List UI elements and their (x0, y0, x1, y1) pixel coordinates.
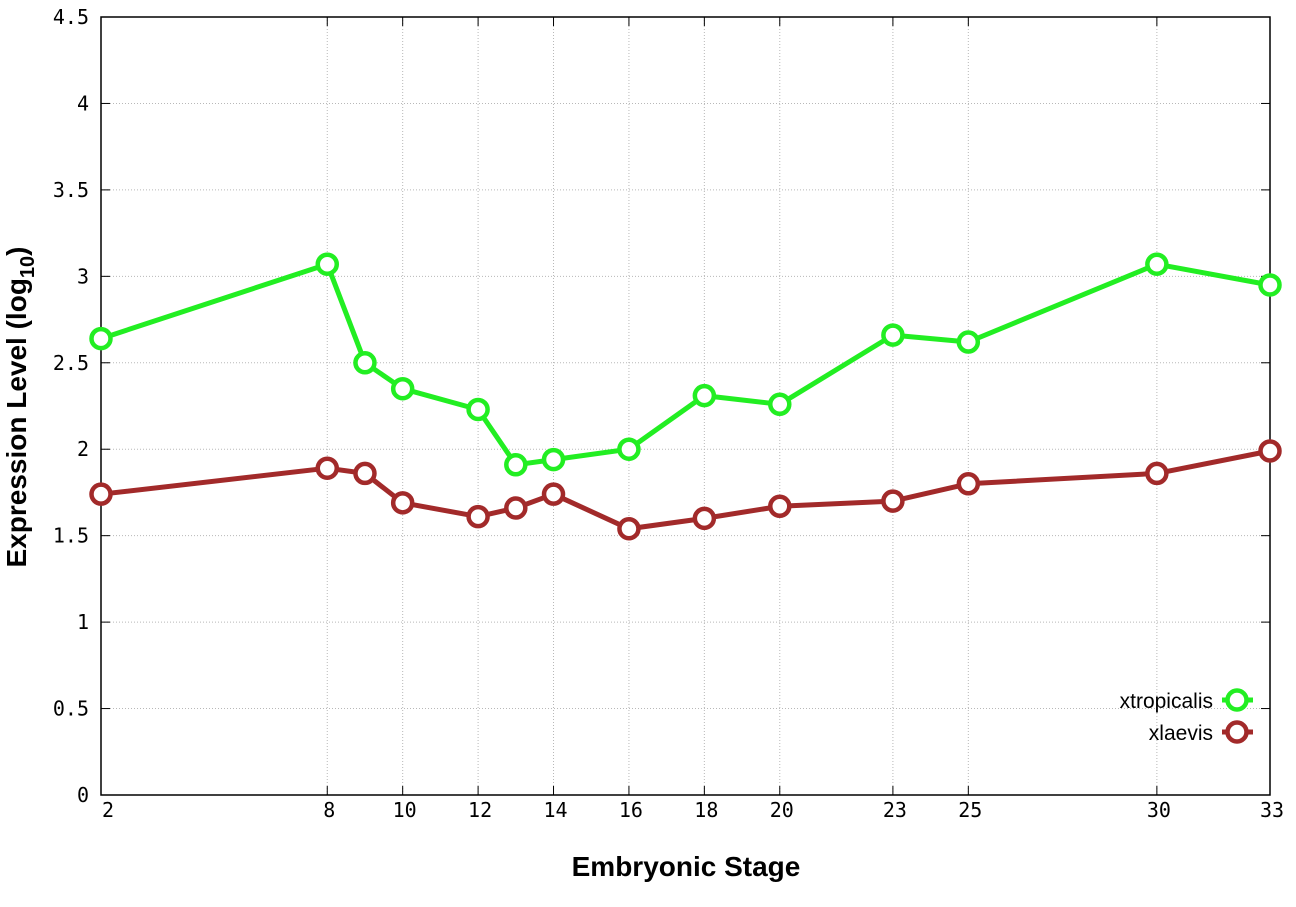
x-tick-label: 16 (619, 798, 643, 822)
data-point-xlaevis (353, 461, 377, 486)
data-point-xtropicalis (466, 397, 490, 422)
x-tick-label: 30 (1147, 798, 1171, 822)
data-point-xlaevis (1258, 439, 1282, 463)
data-point-xtropicalis (89, 326, 113, 351)
data-point-xtropicalis (692, 383, 717, 408)
data-point-xtropicalis (353, 351, 377, 375)
y-tick-label: 0 (77, 783, 89, 807)
y-axis-title-close: ) (1, 247, 32, 256)
data-point-xtropicalis (768, 392, 792, 417)
x-tick-label: 25 (958, 798, 982, 822)
legend: xtropicalis xlaevis (1120, 688, 1253, 745)
data-point-xtropicalis (504, 453, 528, 477)
x-tick-label: 10 (393, 798, 417, 822)
y-tick-label: 3 (77, 264, 89, 288)
data-point-xlaevis (881, 489, 905, 513)
x-tick-label: 33 (1260, 798, 1284, 822)
y-tick-label: 3.5 (53, 178, 89, 202)
x-tick-label: 2 (102, 798, 114, 822)
data-point-xlaevis (1145, 461, 1169, 486)
data-point-xlaevis (956, 472, 981, 496)
grid (101, 17, 1270, 795)
y-axis-title-main: Expression Level (log (1, 278, 32, 567)
data-point-xtropicalis (541, 447, 566, 472)
plot-frame (100, 16, 1271, 796)
data-point-xlaevis (541, 482, 566, 506)
x-axis-title: Embryonic Stage (572, 851, 801, 882)
data-point-xtropicalis (1258, 273, 1282, 297)
y-tick-label: 4.5 (53, 5, 89, 29)
series-group (89, 252, 1282, 541)
data-point-xlaevis (768, 494, 792, 519)
data-point-xlaevis (504, 496, 528, 520)
y-tick-label: 4 (77, 91, 89, 115)
data-point-xtropicalis (881, 323, 905, 347)
y-tick-label: 1.5 (53, 524, 89, 548)
y-axis-title: Expression Level (log10) (1, 247, 39, 568)
y-tick-label: 2.5 (53, 351, 89, 375)
x-tick-label: 8 (323, 798, 335, 822)
data-point-xtropicalis (617, 437, 641, 461)
x-tick-label: 18 (694, 798, 718, 822)
data-point-xlaevis (617, 517, 641, 541)
y-tick-label: 0.5 (53, 697, 89, 721)
data-point-xlaevis (390, 491, 415, 515)
data-point-xlaevis (466, 504, 490, 529)
data-point-xtropicalis (956, 330, 981, 354)
legend-marker-xtropicalis (1225, 688, 1249, 712)
axis-ticks: 2 8 10 12 14 16 18 20 23 25 30 33 0 0.5 1 1.5 2 2.5 3 3.5 4 4… (53, 5, 1284, 822)
series-line-xtropicalis (100, 261, 1271, 468)
data-point-xlaevis (692, 506, 717, 531)
x-tick-label: 14 (543, 798, 567, 822)
data-point-xlaevis (89, 482, 113, 506)
legend-label-xtropicalis: xtropicalis (1120, 690, 1213, 713)
y-tick-label: 1 (77, 610, 89, 634)
x-tick-label: 23 (883, 798, 907, 822)
x-tick-label: 12 (468, 798, 492, 822)
data-point-xlaevis (315, 456, 340, 480)
data-point-xtropicalis (315, 252, 340, 276)
data-point-xtropicalis (1145, 252, 1169, 276)
y-axis-title-subscript: 10 (17, 256, 39, 278)
series-line-xlaevis (100, 448, 1271, 532)
legend-label-xlaevis: xlaevis (1149, 722, 1213, 745)
legend-marker-xlaevis (1225, 720, 1249, 744)
y-tick-label: 2 (77, 437, 89, 461)
data-point-xtropicalis (390, 376, 415, 401)
x-tick-label: 20 (770, 798, 794, 822)
